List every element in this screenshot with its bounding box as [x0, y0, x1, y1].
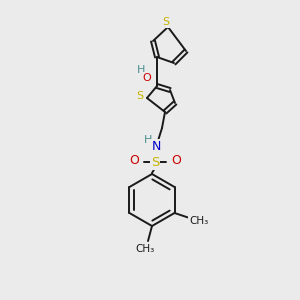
- Text: O: O: [171, 154, 181, 167]
- Text: O: O: [129, 154, 139, 167]
- Text: H: H: [137, 65, 145, 75]
- Text: S: S: [151, 155, 159, 169]
- Text: H: H: [144, 135, 152, 145]
- Text: S: S: [136, 91, 144, 101]
- Text: N: N: [151, 140, 161, 152]
- Text: O: O: [142, 73, 152, 83]
- Text: S: S: [162, 17, 169, 27]
- Text: CH₃: CH₃: [189, 216, 208, 226]
- Text: CH₃: CH₃: [135, 244, 154, 254]
